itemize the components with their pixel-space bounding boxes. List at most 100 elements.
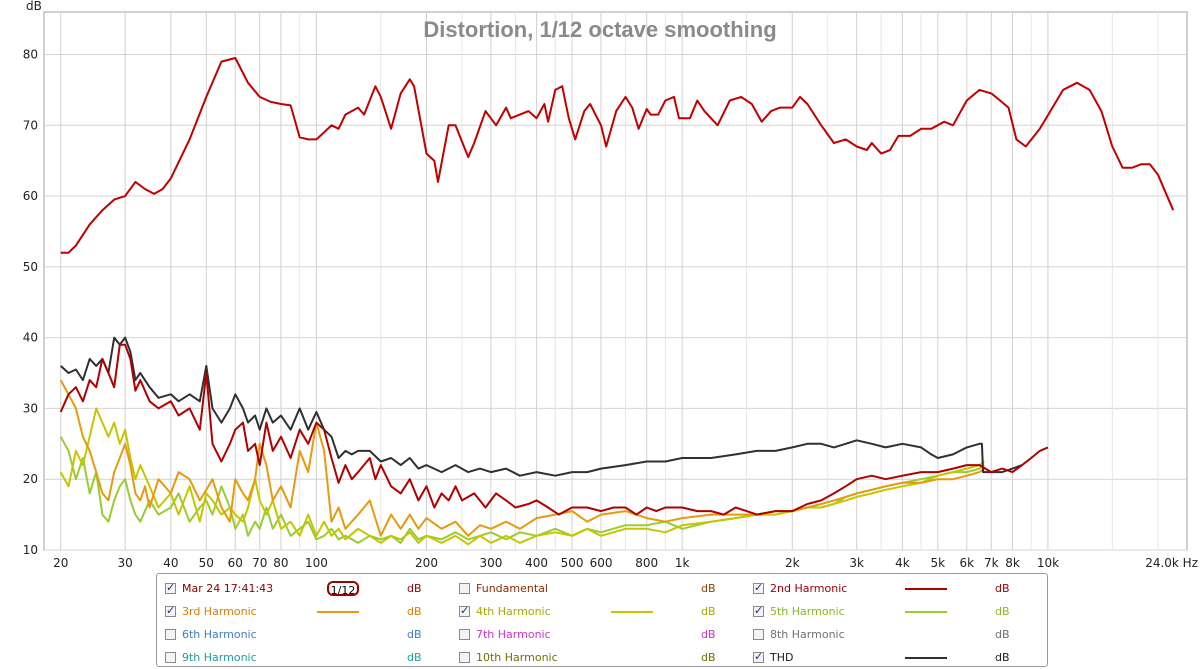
legend-checkbox-8th-harmonic[interactable] <box>753 629 764 640</box>
x-tick-label: 200 <box>415 556 438 570</box>
legend-item-10th-harmonic: 10th Harmonic dB <box>459 647 745 669</box>
legend-unit: dB <box>995 582 1010 595</box>
x-tick-label: 600 <box>590 556 613 570</box>
legend-swatch <box>905 588 947 590</box>
y-tick-label: 20 <box>23 472 38 486</box>
x-tick-label: 3k <box>849 556 864 570</box>
y-tick-label: 40 <box>23 331 38 345</box>
legend-label: 7th Harmonic <box>476 628 551 641</box>
legend-checkbox-6th-harmonic[interactable] <box>165 629 176 640</box>
x-tick-label: 100 <box>305 556 328 570</box>
x-tick-label: 10k <box>1037 556 1059 570</box>
y-axis: 10 20 30 40 50 60 70 80 <box>23 47 38 557</box>
legend-label: 8th Harmonic <box>770 628 845 641</box>
legend-checkbox-5th-harmonic[interactable] <box>753 604 764 617</box>
x-tick-label: 5k <box>931 556 946 570</box>
legend-item-5th-harmonic: 5th Harmonic dB <box>753 601 1039 623</box>
x-tick-label: 8k <box>1005 556 1020 570</box>
series-line-thd <box>60 336 1023 477</box>
grid <box>44 12 1187 551</box>
x-tick-label: 500 <box>561 556 584 570</box>
x-tick-label: 300 <box>479 556 502 570</box>
legend-label: 5th Harmonic <box>770 605 845 618</box>
legend-row: Mar 24 17:41:431/12dBFundamentaldB2nd Ha… <box>157 578 1047 600</box>
legend-item-fundamental: Fundamental dB <box>459 578 745 600</box>
legend-panel: Mar 24 17:41:431/12dBFundamentaldB2nd Ha… <box>156 573 1048 667</box>
legend-unit: dB <box>995 651 1010 664</box>
x-tick-label: 40 <box>163 556 178 570</box>
x-tick-label: 80 <box>273 556 288 570</box>
series-line-mar-24-17-41-43 <box>60 57 1175 254</box>
legend-item-2nd-harmonic: 2nd Harmonic dB <box>753 578 1039 600</box>
legend-label: 3rd Harmonic <box>182 605 257 618</box>
legend-unit: dB <box>701 628 716 641</box>
series-line-2nd-harmonic <box>59 343 1049 516</box>
y-tick-label: 80 <box>23 47 38 61</box>
x-tick-label: 30 <box>118 556 133 570</box>
legend-checkbox-mar-24-17-41-43[interactable] <box>165 581 176 594</box>
y-axis-label: dB <box>26 0 42 13</box>
legend-swatch <box>905 657 947 659</box>
legend-item-7th-harmonic: 7th Harmonic dB <box>459 624 745 646</box>
y-tick-label: 70 <box>23 118 38 132</box>
legend-label: 6th Harmonic <box>182 628 257 641</box>
legend-swatch <box>317 611 359 613</box>
legend-item-mar-24-17-41-43: Mar 24 17:41:43 1/12 dB <box>165 578 451 600</box>
legend-checkbox-4th-harmonic[interactable] <box>459 604 470 617</box>
smoothing-badge[interactable]: 1/12 <box>327 581 359 597</box>
y-tick-label: 30 <box>23 401 38 415</box>
legend-label: Mar 24 17:41:43 <box>182 582 274 595</box>
x-tick-label: 2k <box>785 556 800 570</box>
legend-checkbox-10th-harmonic[interactable] <box>459 652 470 663</box>
x-tick-label: 400 <box>525 556 548 570</box>
legend-item-9th-harmonic: 9th Harmonic dB <box>165 647 451 669</box>
legend-item-4th-harmonic: 4th Harmonic dB <box>459 601 745 623</box>
legend-item-8th-harmonic: 8th Harmonic dB <box>753 624 1039 646</box>
legend-checkbox-thd[interactable] <box>753 650 764 663</box>
x-tick-label: 800 <box>635 556 658 570</box>
x-tick-label: 60 <box>228 556 243 570</box>
legend-checkbox-fundamental[interactable] <box>459 583 470 594</box>
chart-title: Distortion, 1/12 octave smoothing <box>423 17 776 42</box>
x-tick-label: 20 <box>53 556 68 570</box>
legend-unit: dB <box>407 651 422 664</box>
legend-unit: dB <box>407 605 422 618</box>
legend-unit: dB <box>407 628 422 641</box>
series-group <box>59 57 1175 546</box>
legend-unit: dB <box>407 582 422 595</box>
legend-checkbox-2nd-harmonic[interactable] <box>753 581 764 594</box>
distortion-chart: 10 20 30 40 50 60 70 80 20 30 40 50 60 70 80 100 200 300… <box>23 0 1198 570</box>
x-axis: 20 30 40 50 60 70 80 100 200 300 400 500 600 800 1k 2k 3… <box>53 556 1198 570</box>
x-tick-label: 4k <box>895 556 910 570</box>
legend-checkbox-3rd-harmonic[interactable] <box>165 604 176 617</box>
legend-item-6th-harmonic: 6th Harmonic dB <box>165 624 451 646</box>
legend-row: 6th Harmonic dB 7th Harmonic dB 8th Harmonic… <box>157 624 1047 646</box>
y-tick-label: 50 <box>23 260 38 274</box>
legend-unit: dB <box>701 605 716 618</box>
y-tick-label: 60 <box>23 189 38 203</box>
legend-label: THD <box>770 651 794 664</box>
plot-area <box>43 11 1188 551</box>
legend-row: 9th Harmonic dB 10th Harmonic dB THD dB <box>157 647 1047 669</box>
legend-checkbox-7th-harmonic[interactable] <box>459 629 470 640</box>
x-tick-label: 6k <box>959 556 974 570</box>
legend-swatch <box>905 611 947 613</box>
x-tick-label: 1k <box>675 556 690 570</box>
legend-unit: dB <box>701 582 716 595</box>
y-tick-label: 10 <box>23 543 38 557</box>
x-tick-label: 50 <box>199 556 214 570</box>
legend-item-3rd-harmonic: 3rd Harmonic dB <box>165 601 451 623</box>
legend-row: 3rd HarmonicdB4th HarmonicdB5th Harmonic… <box>157 601 1047 623</box>
legend-item-thd: THD dB <box>753 647 1039 669</box>
x-tick-label: 7k <box>984 556 999 570</box>
legend-label: 2nd Harmonic <box>770 582 848 595</box>
legend-unit: dB <box>701 651 716 664</box>
legend-label: 4th Harmonic <box>476 605 551 618</box>
legend-unit: dB <box>995 605 1010 618</box>
legend-unit: dB <box>995 628 1010 641</box>
x-tick-label: 70 <box>252 556 267 570</box>
legend-checkbox-9th-harmonic[interactable] <box>165 652 176 663</box>
legend-swatch <box>611 611 653 613</box>
legend-label: Fundamental <box>476 582 548 595</box>
x-tick-label: 24.0k Hz <box>1145 556 1198 570</box>
